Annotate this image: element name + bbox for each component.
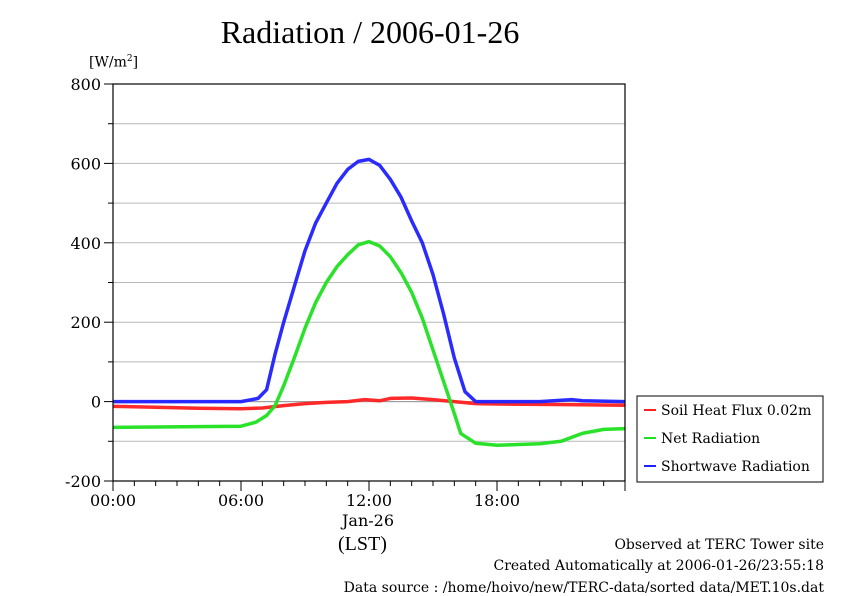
series-line-2 (113, 157, 626, 404)
legend-label-2: Shortwave Radiation (661, 459, 810, 475)
y-tick-label: -200 (65, 472, 101, 491)
y-tick-label: 0 (91, 393, 101, 412)
chart-title: Radiation / 2006-01-26 (220, 14, 520, 50)
series-line-0 (112, 396, 626, 411)
x-axis-label: (LST) (338, 533, 387, 555)
y-tick-label: 600 (70, 154, 101, 173)
y-axis-label: [W/m2] (89, 54, 139, 71)
series-line-1 (112, 239, 626, 448)
date-label: Jan-26 (342, 511, 395, 530)
footer-data-source: Data source : /home/hoivo/new/TERC-data/… (343, 580, 824, 596)
x-tick-label: 00:00 (90, 491, 136, 510)
y-tick-label: 800 (70, 75, 101, 94)
legend-box (636, 395, 824, 483)
x-tick-label: 18:00 (474, 491, 520, 510)
x-tick-label: 06:00 (218, 491, 264, 510)
x-tick-label: 12:00 (346, 491, 392, 510)
footer-created-at: Created Automatically at 2006-01-26/23:5… (493, 558, 824, 574)
y-tick-label: 400 (70, 234, 101, 253)
footer-observed-at: Observed at TERC Tower site (614, 537, 824, 553)
y-tick-label: 200 (70, 313, 101, 332)
legend-label-0: Soil Heat Flux 0.02m (661, 403, 811, 419)
legend-label-1: Net Radiation (661, 431, 760, 447)
